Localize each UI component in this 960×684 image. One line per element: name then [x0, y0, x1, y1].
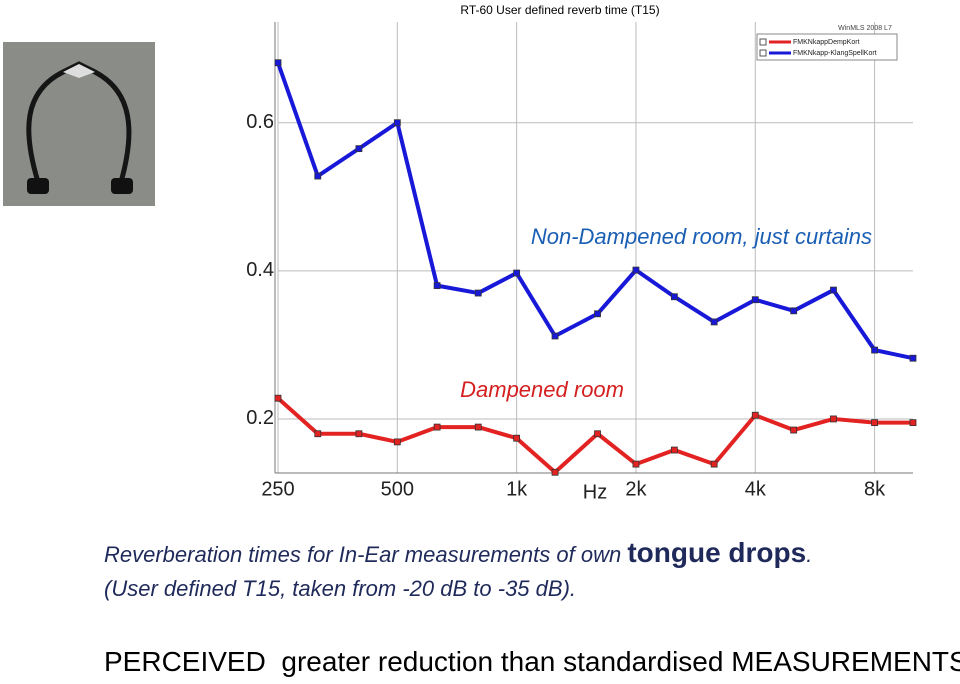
x-tick-label: 250 — [261, 478, 294, 500]
data-point — [433, 282, 441, 290]
x-tick-label: 8k — [864, 478, 886, 500]
caption: Reverberation times for In-Ear measureme… — [104, 537, 812, 569]
data-point — [474, 289, 482, 297]
plot-area — [275, 22, 913, 473]
legend-box — [756, 33, 898, 61]
data-point — [513, 434, 521, 442]
y-tick-label: 0.2 — [246, 407, 274, 429]
data-point — [433, 423, 441, 431]
y-tick-label: 0.4 — [246, 259, 274, 281]
chart-title: RT-60 User defined reverb time (T15) — [460, 3, 659, 17]
data-point — [790, 426, 798, 434]
x-axis-label: Hz — [583, 481, 607, 503]
annotation: Non-Dampened room, just curtains — [531, 224, 872, 249]
chart: 0.2 0.4 0.6 250 500 1k 2k 4k 8k FMKNkappDempKort F… — [246, 3, 917, 503]
legend-checkbox — [759, 49, 767, 57]
caption: (User defined T15, taken from -20 dB to … — [104, 576, 577, 601]
data-point — [314, 430, 322, 438]
data-point — [790, 307, 798, 315]
data-point — [551, 468, 559, 476]
caption-emphasis: tongue drops — [627, 537, 807, 568]
chart-subtitle: WinMLS 2008 L7 — [838, 25, 892, 32]
data-point — [871, 346, 878, 354]
data-point — [632, 266, 640, 274]
x-tick-label: 4k — [745, 478, 767, 500]
data-point — [594, 430, 601, 438]
data-point — [393, 119, 401, 127]
data-point — [355, 145, 363, 153]
data-point — [830, 415, 837, 423]
headphone-photo — [3, 42, 155, 206]
data-point — [632, 460, 640, 468]
x-tick-label: 2k — [625, 478, 647, 500]
data-point — [670, 446, 678, 454]
statement: PERCEIVED greater reduction than standar… — [104, 646, 960, 677]
data-point — [474, 423, 482, 431]
legend-label: FMKNkappDempKort — [793, 39, 860, 46]
earpiece — [111, 178, 133, 194]
legend-label: FMKNkapp-KlangSpellKort — [793, 50, 877, 57]
data-point — [594, 310, 601, 318]
data-point — [670, 293, 678, 301]
y-tick-label: 0.6 — [246, 111, 274, 133]
caption-text: . — [806, 542, 813, 567]
earpiece — [27, 178, 49, 194]
data-point — [513, 269, 521, 277]
data-point — [710, 460, 718, 468]
data-point — [551, 332, 559, 340]
data-point — [314, 172, 322, 180]
data-point — [751, 296, 759, 304]
data-point — [355, 430, 363, 438]
data-point — [274, 394, 282, 402]
data-point — [871, 419, 878, 427]
data-point — [830, 286, 837, 294]
data-point — [751, 411, 759, 419]
data-point — [909, 354, 917, 362]
x-tick-label: 500 — [381, 478, 414, 500]
headband-joint — [63, 64, 95, 78]
x-tick-label: 1k — [506, 478, 528, 500]
caption-text: Reverberation times for In-Ear measureme… — [104, 542, 628, 567]
annotation: Dampened room — [460, 377, 624, 402]
data-point — [909, 419, 917, 427]
data-point — [710, 318, 718, 326]
legend-checkbox — [759, 38, 767, 46]
data-point — [393, 438, 401, 446]
data-point — [274, 59, 282, 67]
